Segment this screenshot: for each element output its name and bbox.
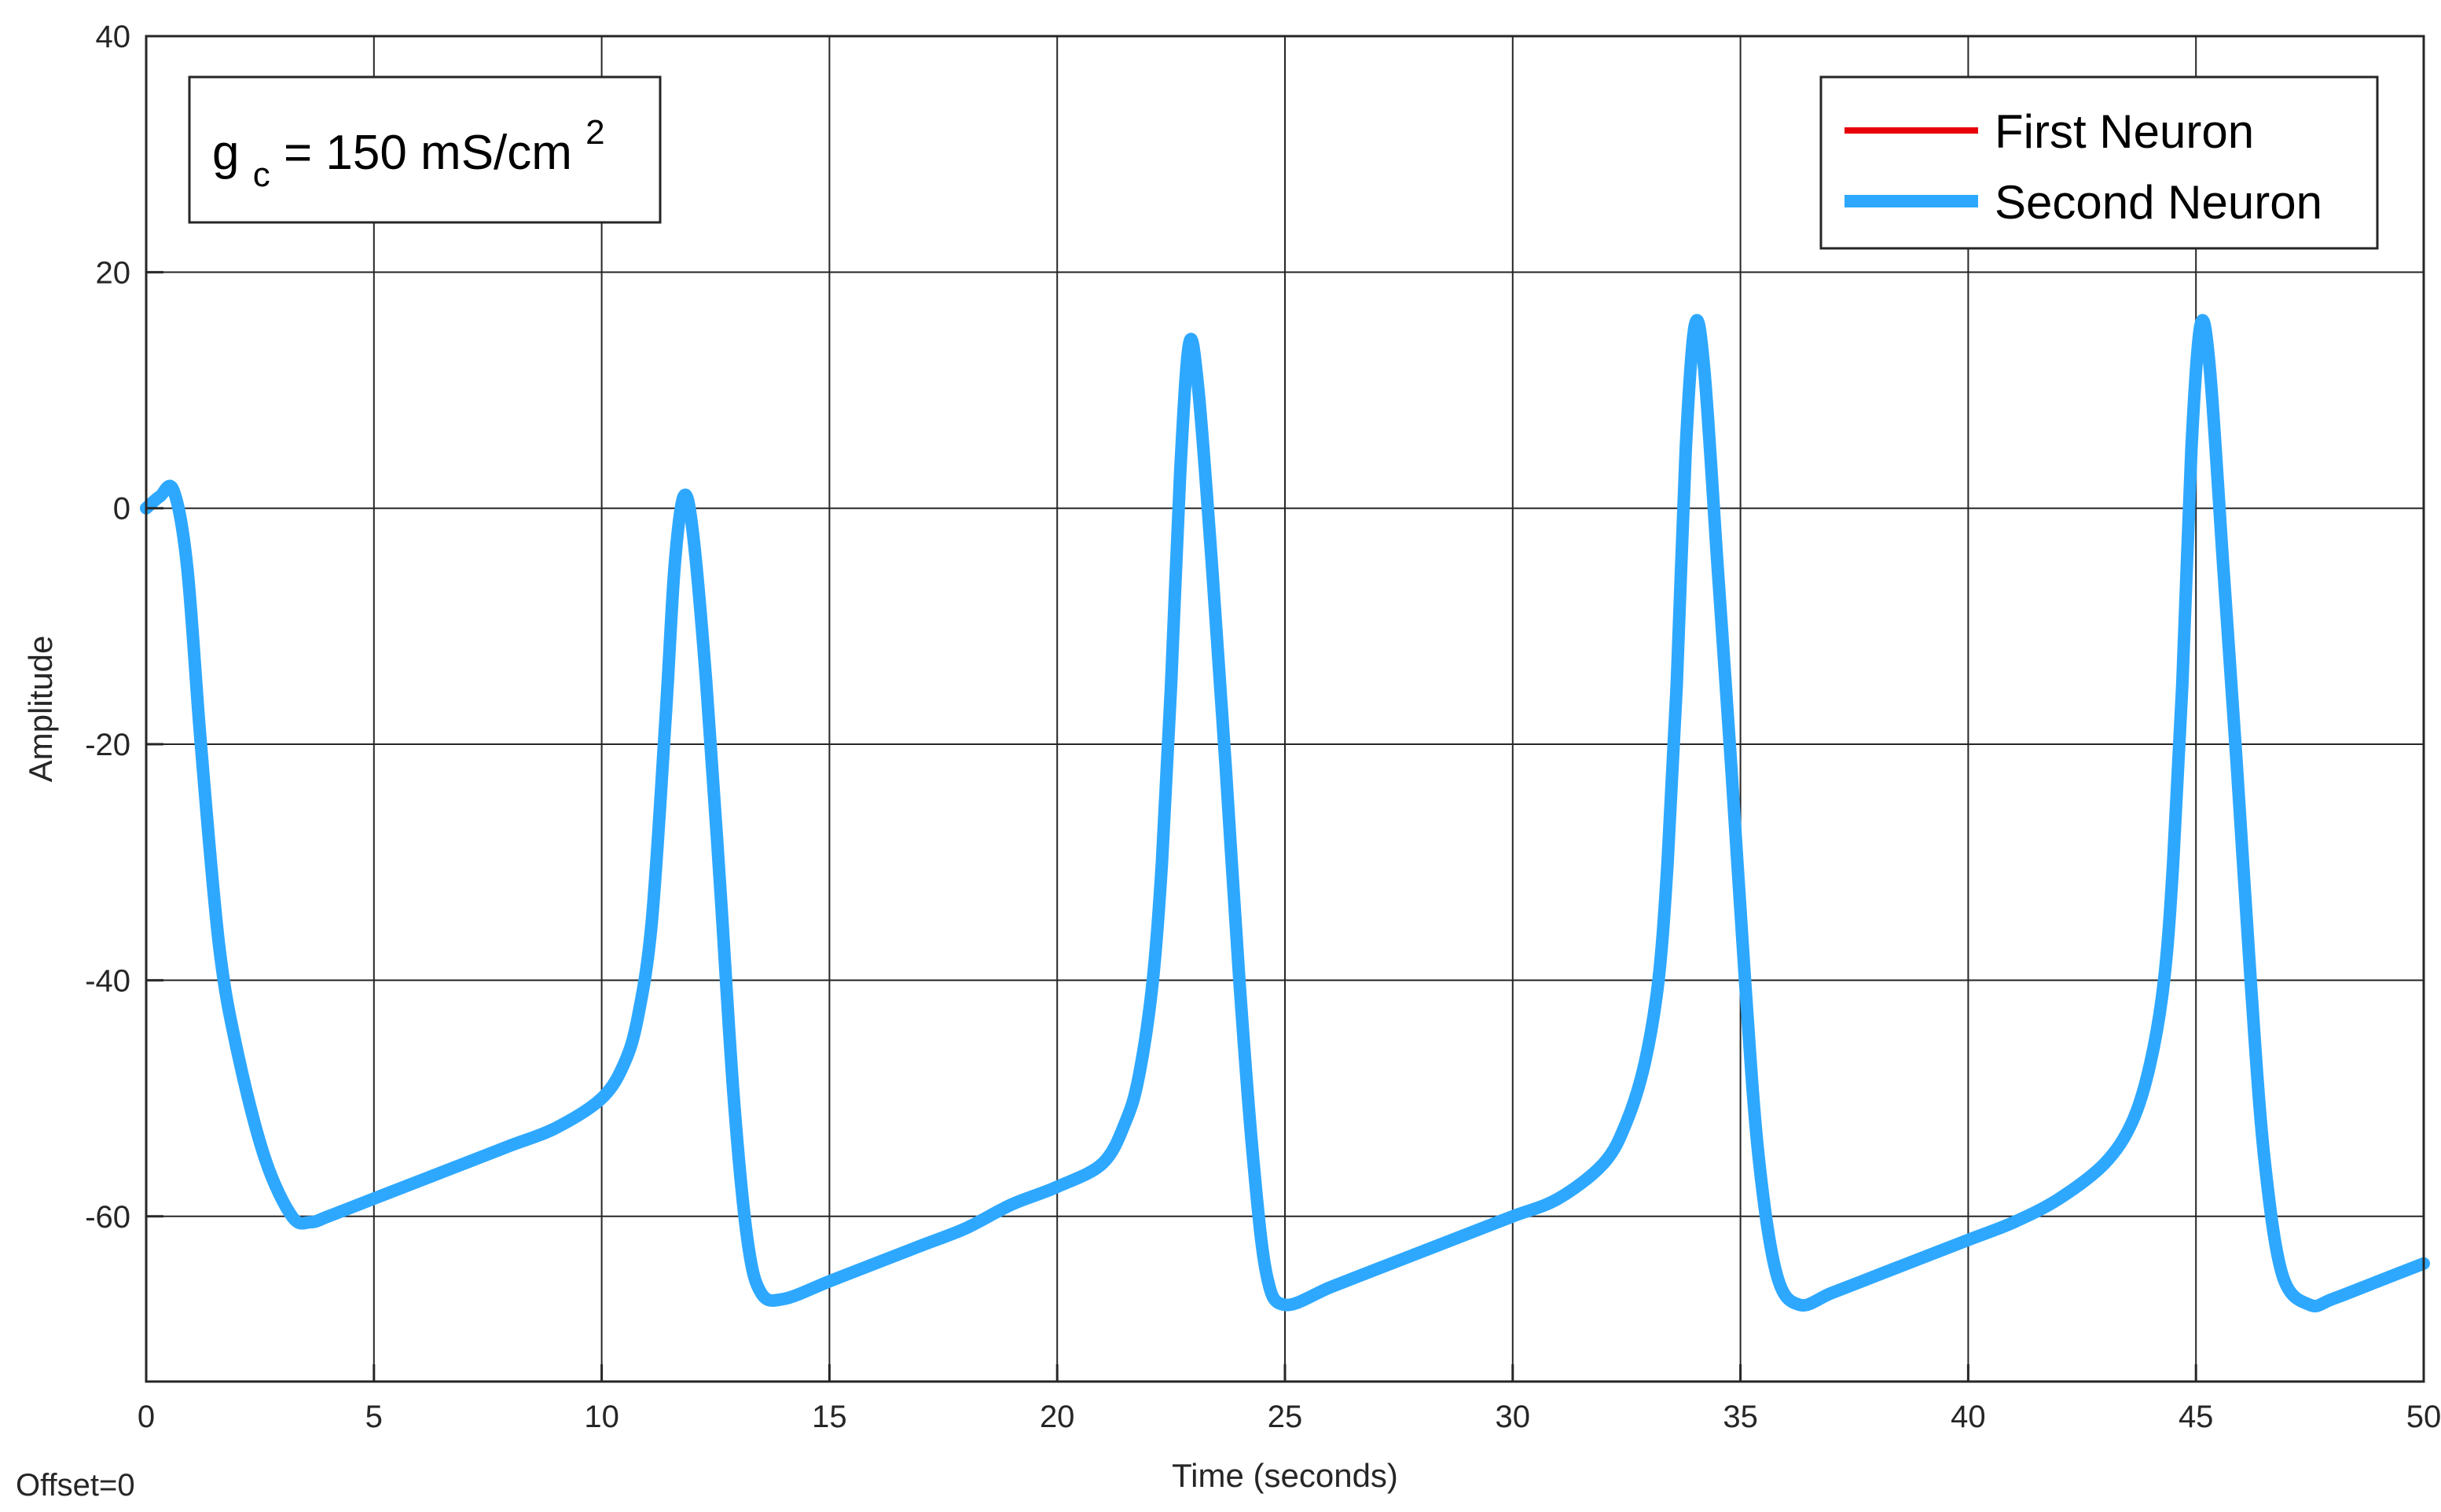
annotation-frame [188,75,662,224]
annotation-text: g c = 150 mS/cm 2 [212,113,605,197]
annotation-subscript: c [253,156,270,194]
x-tick-label: 20 [1040,1400,1075,1434]
y-tick-label: 20 [96,255,131,290]
grid [146,36,2424,1382]
y-tick-label: -40 [85,963,130,998]
x-tick-label: 50 [2406,1400,2441,1434]
x-tick-label: 5 [365,1400,383,1434]
legend-label-first-neuron: First Neuron [1995,105,2254,158]
y-tick-label: 0 [113,492,130,527]
x-tick-label: 30 [1496,1400,1531,1434]
legend-label-second-neuron: Second Neuron [1995,176,2322,229]
y-tick-label: -20 [85,728,130,762]
series-line-second-neuron [140,314,2430,1313]
offset-label: Offset=0 [16,1468,135,1503]
x-tick-label: 35 [1723,1400,1758,1434]
axis-ticks: 0 5 10 15 20 25 30 35 40 45 50 -60 -40 -20 0 20 40 [85,20,2441,1434]
annotation-superscript: 2 [585,113,604,152]
x-axis-label: Time (seconds) [1172,1457,1398,1494]
annotation-box: g c = 150 mS/cm 2 [188,75,662,224]
series-lines [140,314,2430,1313]
y-tick-label: 40 [96,20,131,54]
annotation-rest: = 150 mS/cm [284,126,572,180]
x-tick-label: 25 [1268,1400,1303,1434]
legend-frame [1819,75,2379,250]
x-tick-label: 45 [2179,1400,2214,1434]
legend: First Neuron Second Neuron [1819,75,2379,250]
x-tick-label: 40 [1951,1400,1986,1434]
y-tick-label: -60 [85,1200,130,1235]
y-axis-label: Amplitude [22,636,59,783]
x-tick-label: 15 [812,1400,847,1434]
x-tick-label: 0 [138,1400,155,1434]
annotation-base: g [212,126,239,180]
x-tick-label: 10 [584,1400,619,1434]
